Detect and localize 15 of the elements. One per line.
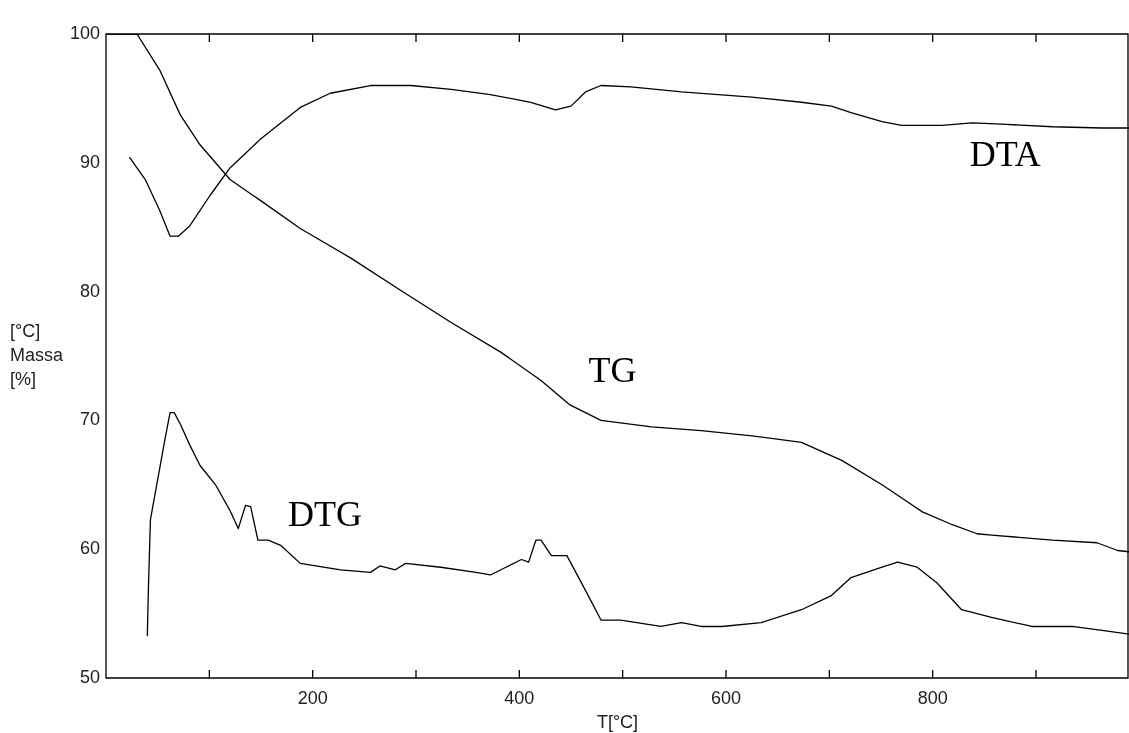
y-tick-label: 70: [79, 409, 100, 430]
x-axis-title: T[°C]: [596, 711, 639, 732]
y-tick-label: 80: [79, 280, 100, 301]
y-tick-label: 90: [79, 151, 100, 172]
series-label: DTA: [969, 134, 1041, 175]
y-tick-label: 50: [79, 666, 100, 687]
series-label: DTG: [287, 494, 362, 535]
y-tick-label: 60: [79, 538, 100, 559]
series-label: TG: [588, 350, 637, 391]
x-tick-label: 600: [710, 687, 742, 708]
x-tick-label: 400: [504, 687, 535, 708]
x-tick-label: 800: [917, 687, 948, 708]
y-tick-label: 100: [69, 22, 100, 43]
x-tick-label: 200: [297, 687, 328, 708]
y-axis-title: [°C] Massa [%]: [10, 320, 64, 389]
